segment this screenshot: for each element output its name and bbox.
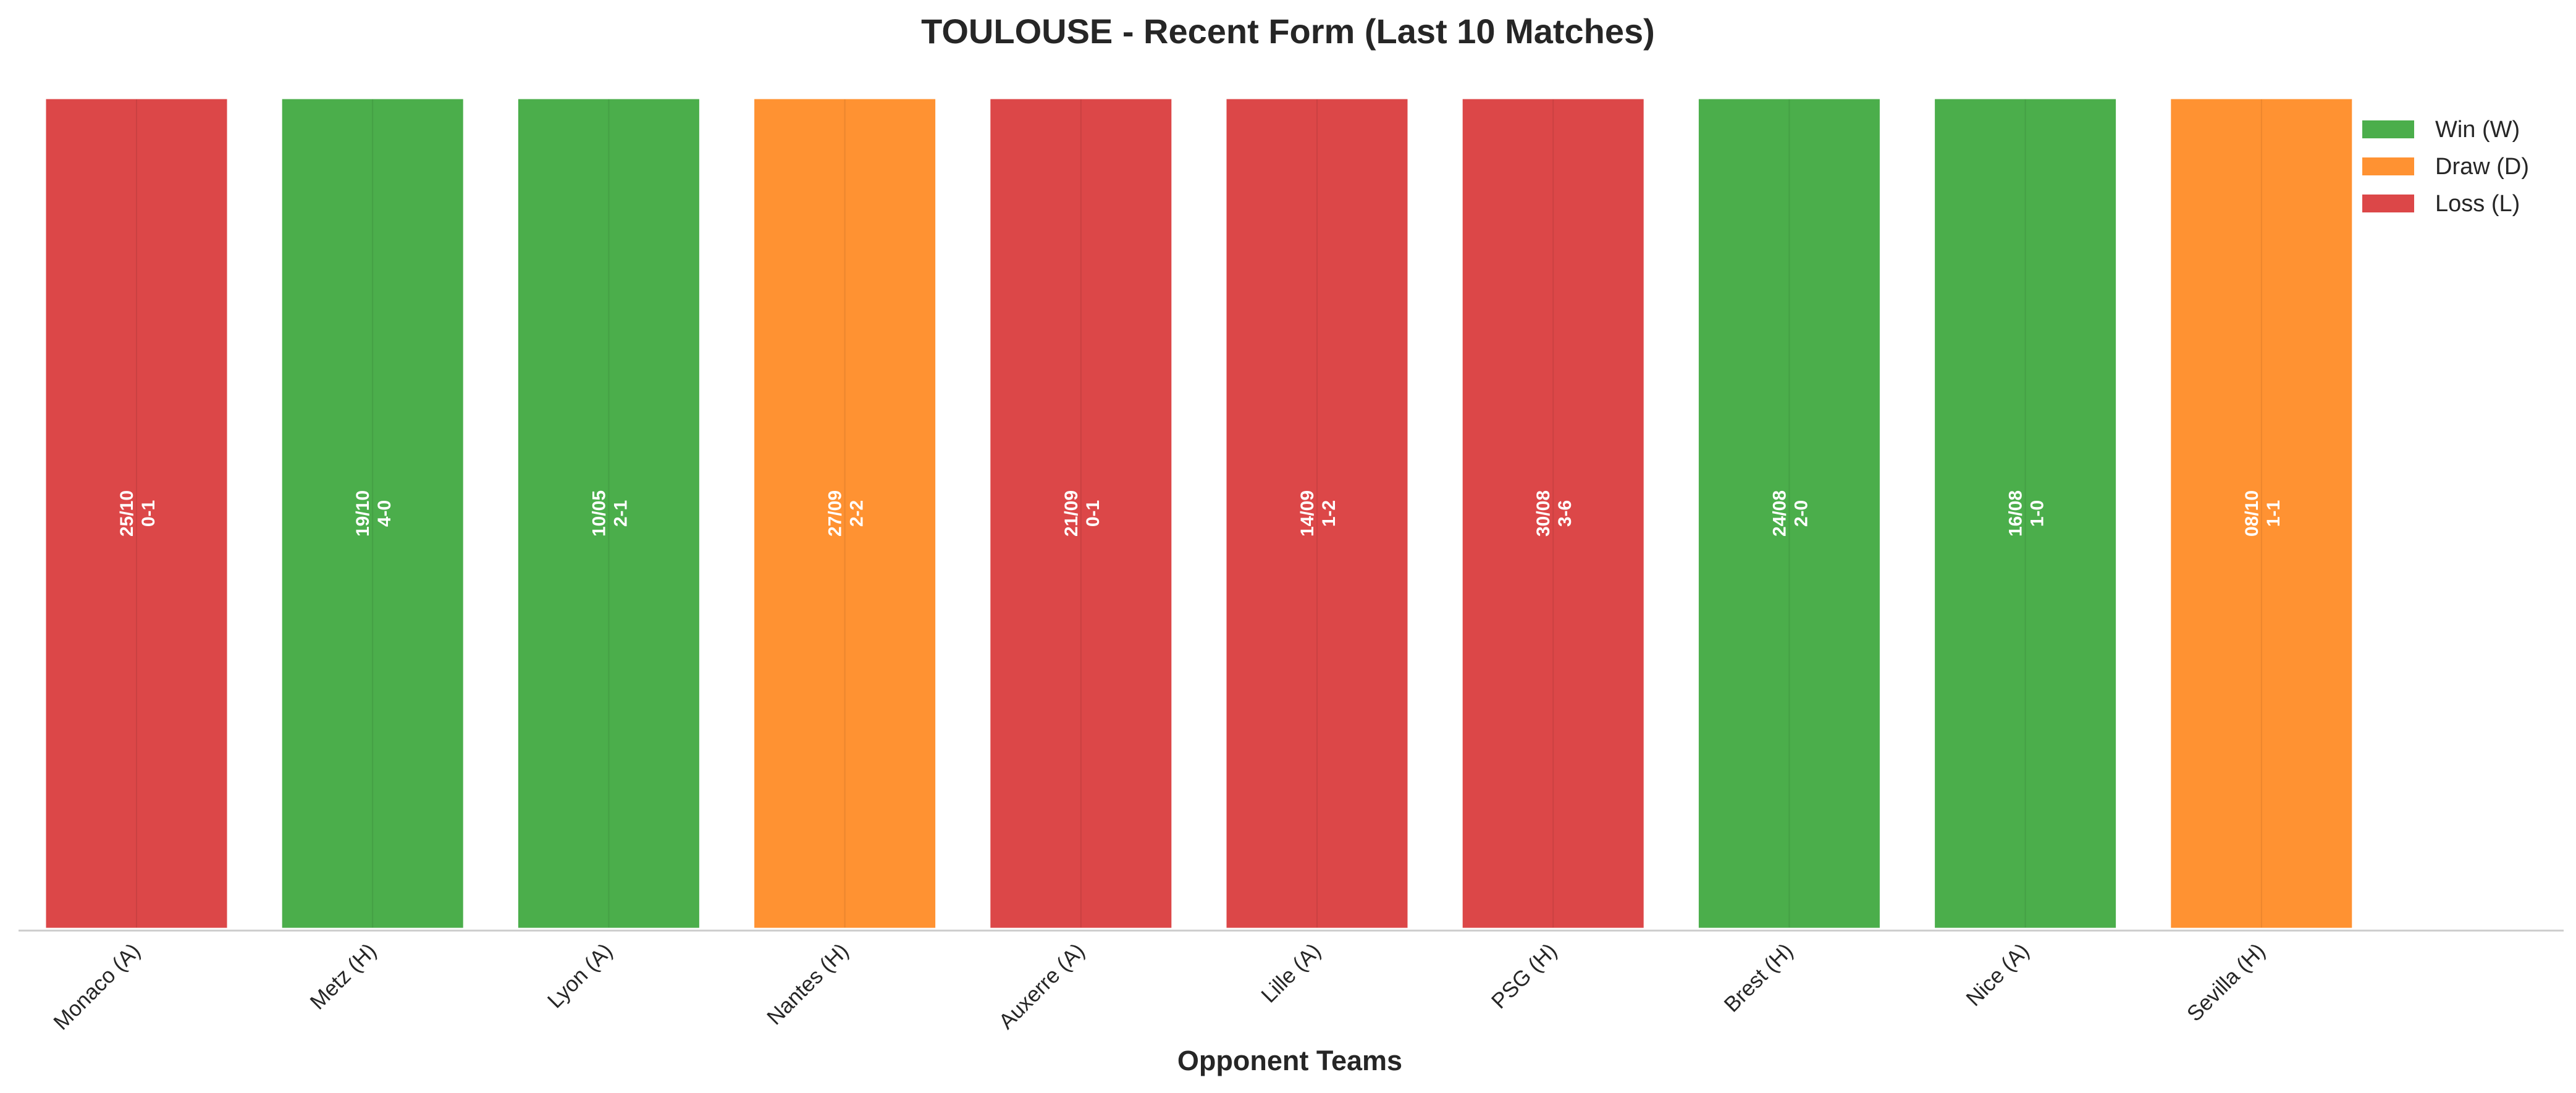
legend-swatch: [2362, 195, 2414, 212]
x-tick-labels: Monaco (A) Metz (H) Lyon (A) Nantes (H) Auxe…: [49, 939, 2270, 1034]
bar-label: 25/100-1: [117, 490, 159, 537]
x-tick-label: Brest (H): [1719, 939, 1798, 1017]
bar-label-date: 30/08: [1533, 490, 1554, 537]
bar: [1459, 96, 1647, 931]
x-tick-label: Auxerre (A): [994, 939, 1089, 1034]
x-tick-label: Nantes (H): [762, 939, 853, 1029]
bar-label: 21/090-1: [1061, 490, 1103, 537]
bar-label-date: 19/10: [353, 490, 373, 537]
bar-label-score: 2-0: [1791, 500, 1811, 527]
bar-label: 08/101-1: [2242, 490, 2284, 537]
bar: [751, 96, 939, 931]
bar-label-score: 4-0: [374, 500, 395, 527]
legend: Win (W) Draw (D) Loss (L): [2362, 117, 2529, 217]
bar: [1223, 96, 1411, 931]
bar-label-score: 2-1: [610, 500, 631, 527]
bar-label-date: 21/09: [1061, 490, 1082, 537]
legend-label: Loss (L): [2435, 191, 2520, 217]
bar: [1932, 96, 2119, 931]
bar-label-score: 1-1: [2263, 500, 2284, 527]
bar-label: 24/082-0: [1769, 490, 1811, 537]
bar-label: 30/083-6: [1533, 490, 1575, 537]
bar-label-date: 10/05: [589, 490, 609, 537]
bar-label-score: 0-1: [138, 500, 159, 527]
bar-label-date: 14/09: [1297, 490, 1318, 537]
x-tick-label: Monaco (A): [49, 939, 145, 1034]
x-tick-label: Metz (H): [305, 939, 381, 1014]
x-tick-label: Nice (A): [1961, 939, 2034, 1011]
bar: [279, 96, 466, 931]
bar: [1695, 96, 1883, 931]
bar: [987, 96, 1175, 931]
legend-swatch: [2362, 120, 2414, 138]
bar-label-date: 25/10: [117, 490, 137, 537]
bar-label-score: 1-0: [2027, 500, 2048, 527]
bar-label: 19/104-0: [353, 490, 395, 537]
legend-swatch: [2362, 157, 2414, 175]
bar-label-score: 3-6: [1555, 500, 1575, 527]
x-tick-label: Lyon (A): [543, 939, 617, 1013]
bar: [515, 96, 702, 931]
bar-label-score: 0-1: [1083, 500, 1103, 527]
bar-label: 16/081-0: [2006, 490, 2048, 537]
bar-label-score: 1-2: [1319, 500, 1339, 527]
bar-label: 10/052-1: [589, 490, 631, 537]
bar-label: 27/092-2: [825, 490, 867, 537]
legend-label: Win (W): [2435, 117, 2520, 143]
x-tick-label: PSG (H): [1487, 939, 1562, 1013]
x-axis-label: Opponent Teams: [1177, 1045, 1402, 1076]
bar: [2168, 96, 2355, 931]
x-tick-label: Lille (A): [1256, 939, 1325, 1007]
chart-title: TOULOUSE - Recent Form (Last 10 Matches): [921, 12, 1655, 51]
x-tick-label: Sevilla (H): [2182, 939, 2270, 1026]
legend-label: Draw (D): [2435, 154, 2529, 180]
bar: [43, 96, 230, 931]
bar-label-date: 27/09: [825, 490, 846, 537]
bar-label-date: 16/08: [2006, 490, 2026, 537]
bar-label: 14/091-2: [1297, 490, 1339, 537]
bars-group: 25/100-1 19/104-0 10/052-1 27/092-2 21/090-1…: [43, 96, 2355, 931]
bar-label-date: 24/08: [1769, 490, 1790, 537]
bar-label-score: 2-2: [847, 500, 867, 527]
bar-label-date: 08/10: [2242, 490, 2262, 537]
